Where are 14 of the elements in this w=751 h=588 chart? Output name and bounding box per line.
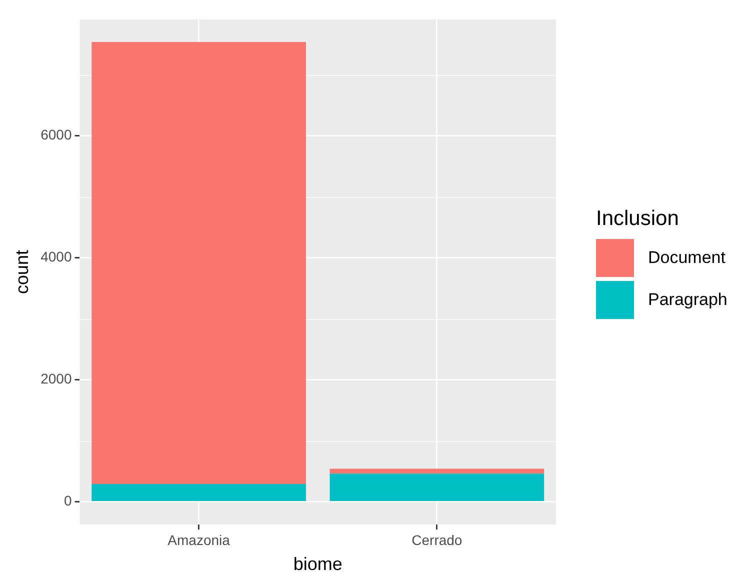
legend-label: Document: [648, 248, 726, 268]
y-axis-title: count: [12, 250, 32, 294]
legend-label: Paragraph: [648, 290, 728, 310]
y-tick-label: 4000: [40, 248, 72, 265]
y-tick-label: 2000: [40, 370, 72, 387]
bar: [330, 474, 544, 502]
bar: [330, 468, 544, 474]
y-tick-label: 6000: [40, 126, 72, 143]
legend-title: Inclusion: [596, 207, 680, 231]
x-tick-label: Amazonia: [168, 532, 230, 548]
y-tick-label: 0: [64, 492, 72, 509]
bar: [92, 484, 306, 502]
x-axis-title: biome: [293, 554, 342, 574]
x-tick-label: Cerrado: [412, 532, 462, 548]
